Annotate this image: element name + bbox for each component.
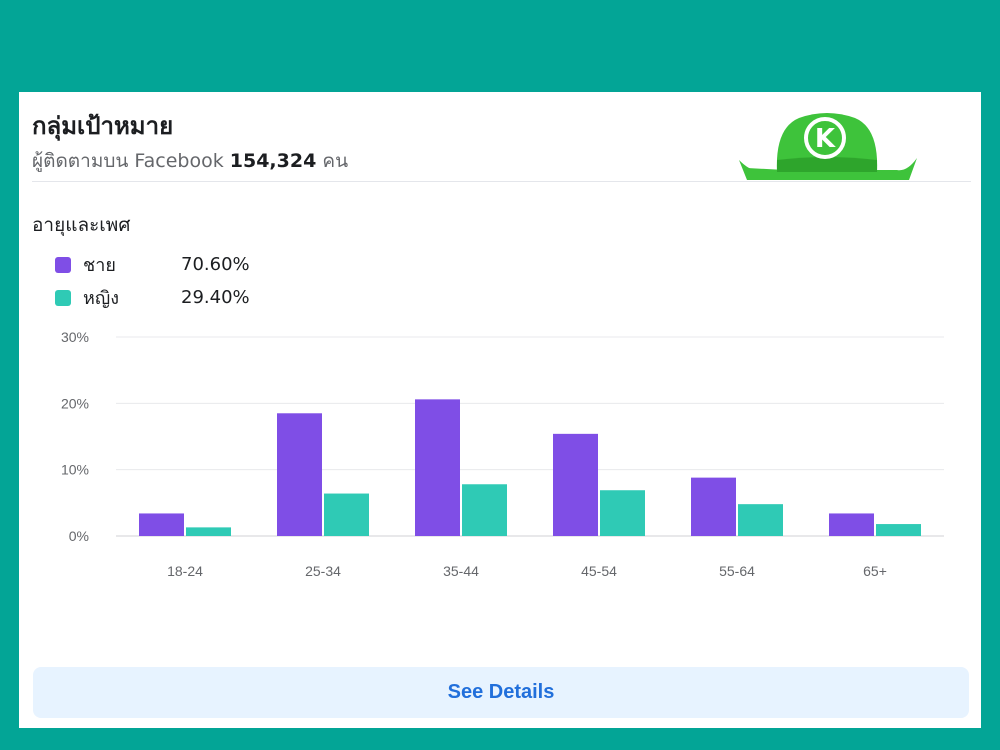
follower-summary: ผู้ติดตามบน Facebook 154,324 คน bbox=[32, 146, 348, 176]
hat-crown bbox=[776, 113, 878, 172]
legend-swatch-male bbox=[55, 256, 71, 273]
bar-female-65+ bbox=[876, 524, 921, 536]
logo-letter: K bbox=[815, 124, 836, 154]
bar-male-35-44 bbox=[415, 399, 460, 536]
x-tick-label: 35-44 bbox=[443, 563, 479, 579]
legend-item-female: หญิง 29.40% bbox=[55, 281, 250, 314]
x-tick-label: 55-64 bbox=[719, 563, 755, 579]
hat-band bbox=[777, 157, 877, 172]
legend-item-male: ชาย 70.60% bbox=[55, 248, 250, 281]
legend-label-female: หญิง bbox=[83, 288, 119, 309]
legend-value-female: 29.40% bbox=[181, 287, 250, 308]
y-tick-label: 30% bbox=[61, 329, 89, 345]
see-details-button[interactable]: See Details bbox=[33, 667, 969, 718]
bar-female-35-44 bbox=[462, 484, 507, 536]
bar-male-65+ bbox=[829, 513, 874, 536]
audience-card: กลุ่มเป้าหมาย ผู้ติดตามบน Facebook 154,3… bbox=[19, 92, 981, 728]
header-divider bbox=[32, 181, 971, 182]
y-tick-label: 10% bbox=[61, 462, 89, 478]
x-tick-label: 65+ bbox=[863, 563, 887, 579]
logo-ring bbox=[804, 117, 846, 159]
y-tick-label: 20% bbox=[61, 395, 89, 411]
subtitle-prefix: ผู้ติดตามบน Facebook bbox=[32, 150, 224, 172]
card-title: กลุ่มเป้าหมาย bbox=[32, 112, 174, 140]
bar-female-45-54 bbox=[600, 490, 645, 536]
legend-swatch-female bbox=[55, 289, 71, 306]
legend-value-male: 70.60% bbox=[181, 254, 250, 275]
section-title: อายุและเพศ bbox=[32, 214, 131, 236]
legend-label-male: ชาย bbox=[83, 255, 116, 276]
bar-male-55-64 bbox=[691, 477, 736, 536]
hat-logo: K bbox=[739, 113, 917, 180]
subtitle-suffix: คน bbox=[322, 150, 349, 172]
bar-male-25-34 bbox=[277, 413, 322, 536]
age-gender-bar-chart: 0% 10% 20% 30% 18-24 25-34 35-44 45-54 55-64 65+ bbox=[61, 329, 944, 579]
bar-female-55-64 bbox=[738, 504, 783, 536]
x-tick-label: 45-54 bbox=[581, 563, 617, 579]
x-tick-label: 18-24 bbox=[167, 563, 203, 579]
follower-count: 154,324 bbox=[229, 150, 317, 172]
bar-male-45-54 bbox=[553, 433, 598, 536]
x-tick-label: 25-34 bbox=[305, 563, 341, 579]
chart-legend: ชาย 70.60% หญิง 29.40% bbox=[55, 248, 250, 314]
bar-female-25-34 bbox=[324, 493, 369, 536]
bar-male-18-24 bbox=[139, 513, 184, 536]
bar-female-18-24 bbox=[186, 527, 231, 536]
hat-brim-left bbox=[747, 168, 785, 178]
y-tick-label: 0% bbox=[69, 528, 89, 544]
